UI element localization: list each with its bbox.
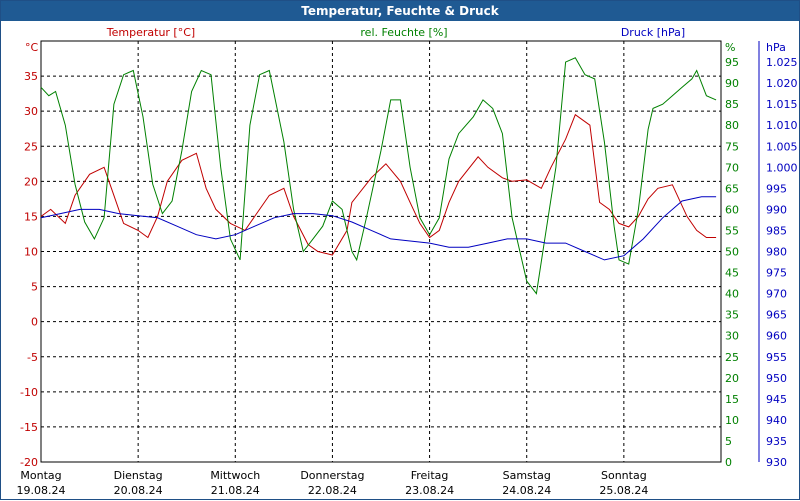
x-tick-date: 24.08.24 xyxy=(502,484,551,497)
press-tick-label: 960 xyxy=(766,330,787,343)
series-line-hum xyxy=(40,57,717,295)
legend-press: Druck [hPa] xyxy=(621,26,685,39)
hum-tick-label: 95 xyxy=(725,56,739,69)
hum-tick-label: 0 xyxy=(725,456,732,469)
press-tick-label: 955 xyxy=(766,351,787,364)
press-tick-label: 995 xyxy=(766,182,787,195)
series-line-temp xyxy=(40,113,717,256)
x-tick-date: 22.08.24 xyxy=(308,484,357,497)
x-tick-date: 23.08.24 xyxy=(405,484,454,497)
temp-tick-label: 30 xyxy=(24,105,38,118)
x-tick-day: Mittwoch xyxy=(210,469,260,482)
hum-tick-label: 65 xyxy=(725,182,739,195)
hum-tick-label: 35 xyxy=(725,309,739,322)
press-tick-label: 935 xyxy=(766,435,787,448)
hum-tick-label: 90 xyxy=(725,77,739,90)
press-unit-label: hPa xyxy=(766,41,786,54)
series-line-press xyxy=(40,196,717,261)
hum-tick-label: 40 xyxy=(725,288,739,301)
hum-tick-label: 80 xyxy=(725,119,739,132)
legend-hum: rel. Feuchte [%] xyxy=(360,26,447,39)
hum-tick-label: 60 xyxy=(725,203,739,216)
press-tick-label: 950 xyxy=(766,372,787,385)
temp-tick-label: 0 xyxy=(31,316,38,329)
hum-unit-label: % xyxy=(725,41,735,54)
x-tick-day: Dienstag xyxy=(114,469,163,482)
legend-temp: Temperatur [°C] xyxy=(106,26,195,39)
temp-tick-label: 5 xyxy=(31,281,38,294)
press-tick-label: 1.000 xyxy=(766,161,798,174)
temp-tick-label: -20 xyxy=(20,456,38,469)
press-tick-label: 1.025 xyxy=(766,56,798,69)
press-tick-label: 975 xyxy=(766,267,787,280)
temp-tick-label: 20 xyxy=(24,175,38,188)
temp-tick-label: 25 xyxy=(24,140,38,153)
press-tick-label: 940 xyxy=(766,414,787,427)
press-tick-label: 945 xyxy=(766,393,787,406)
x-tick-day: Donnerstag xyxy=(300,469,364,482)
press-tick-label: 1.010 xyxy=(766,119,798,132)
hum-tick-label: 30 xyxy=(725,330,739,343)
temp-tick-label: 10 xyxy=(24,246,38,259)
x-tick-date: 25.08.24 xyxy=(599,484,648,497)
press-tick-label: 985 xyxy=(766,224,787,237)
hum-tick-label: 20 xyxy=(725,372,739,385)
temp-unit-label: °C xyxy=(25,41,39,54)
hum-tick-label: 55 xyxy=(725,224,739,237)
x-tick-day: Sonntag xyxy=(601,469,647,482)
temp-tick-label: -15 xyxy=(20,421,38,434)
hum-tick-label: 25 xyxy=(725,351,739,364)
hum-tick-label: 5 xyxy=(725,435,732,448)
temp-tick-label: -10 xyxy=(20,386,38,399)
hum-tick-label: 45 xyxy=(725,267,739,280)
x-tick-date: 21.08.24 xyxy=(211,484,260,497)
chart-title: Temperatur, Feuchte & Druck xyxy=(1,1,799,21)
press-tick-label: 930 xyxy=(766,456,787,469)
press-tick-label: 980 xyxy=(766,246,787,259)
x-tick-day: Samstag xyxy=(503,469,551,482)
hum-tick-label: 70 xyxy=(725,161,739,174)
press-tick-label: 1.005 xyxy=(766,140,798,153)
hum-tick-label: 15 xyxy=(725,393,739,406)
press-tick-label: 970 xyxy=(766,288,787,301)
press-tick-label: 1.020 xyxy=(766,77,798,90)
press-tick-label: 990 xyxy=(766,203,787,216)
x-tick-day: Freitag xyxy=(411,469,449,482)
press-tick-label: 1.015 xyxy=(766,98,798,111)
x-tick-day: Montag xyxy=(20,469,61,482)
x-tick-date: 19.08.24 xyxy=(17,484,66,497)
grid xyxy=(40,40,760,463)
temp-tick-label: -5 xyxy=(27,351,38,364)
series-layer xyxy=(40,57,717,295)
hum-tick-label: 10 xyxy=(725,414,739,427)
hum-tick-label: 50 xyxy=(725,246,739,259)
temp-tick-label: 35 xyxy=(24,70,38,83)
hum-tick-label: 75 xyxy=(725,140,739,153)
hum-tick-label: 85 xyxy=(725,98,739,111)
axis-labels: -20 -15 -10 -5 0 5 10 15 20 25 30 35 °C 0 5 10 15 20 25 30 3… xyxy=(17,26,798,497)
press-tick-label: 965 xyxy=(766,309,787,322)
x-tick-date: 20.08.24 xyxy=(114,484,163,497)
temp-tick-label: 15 xyxy=(24,210,38,223)
